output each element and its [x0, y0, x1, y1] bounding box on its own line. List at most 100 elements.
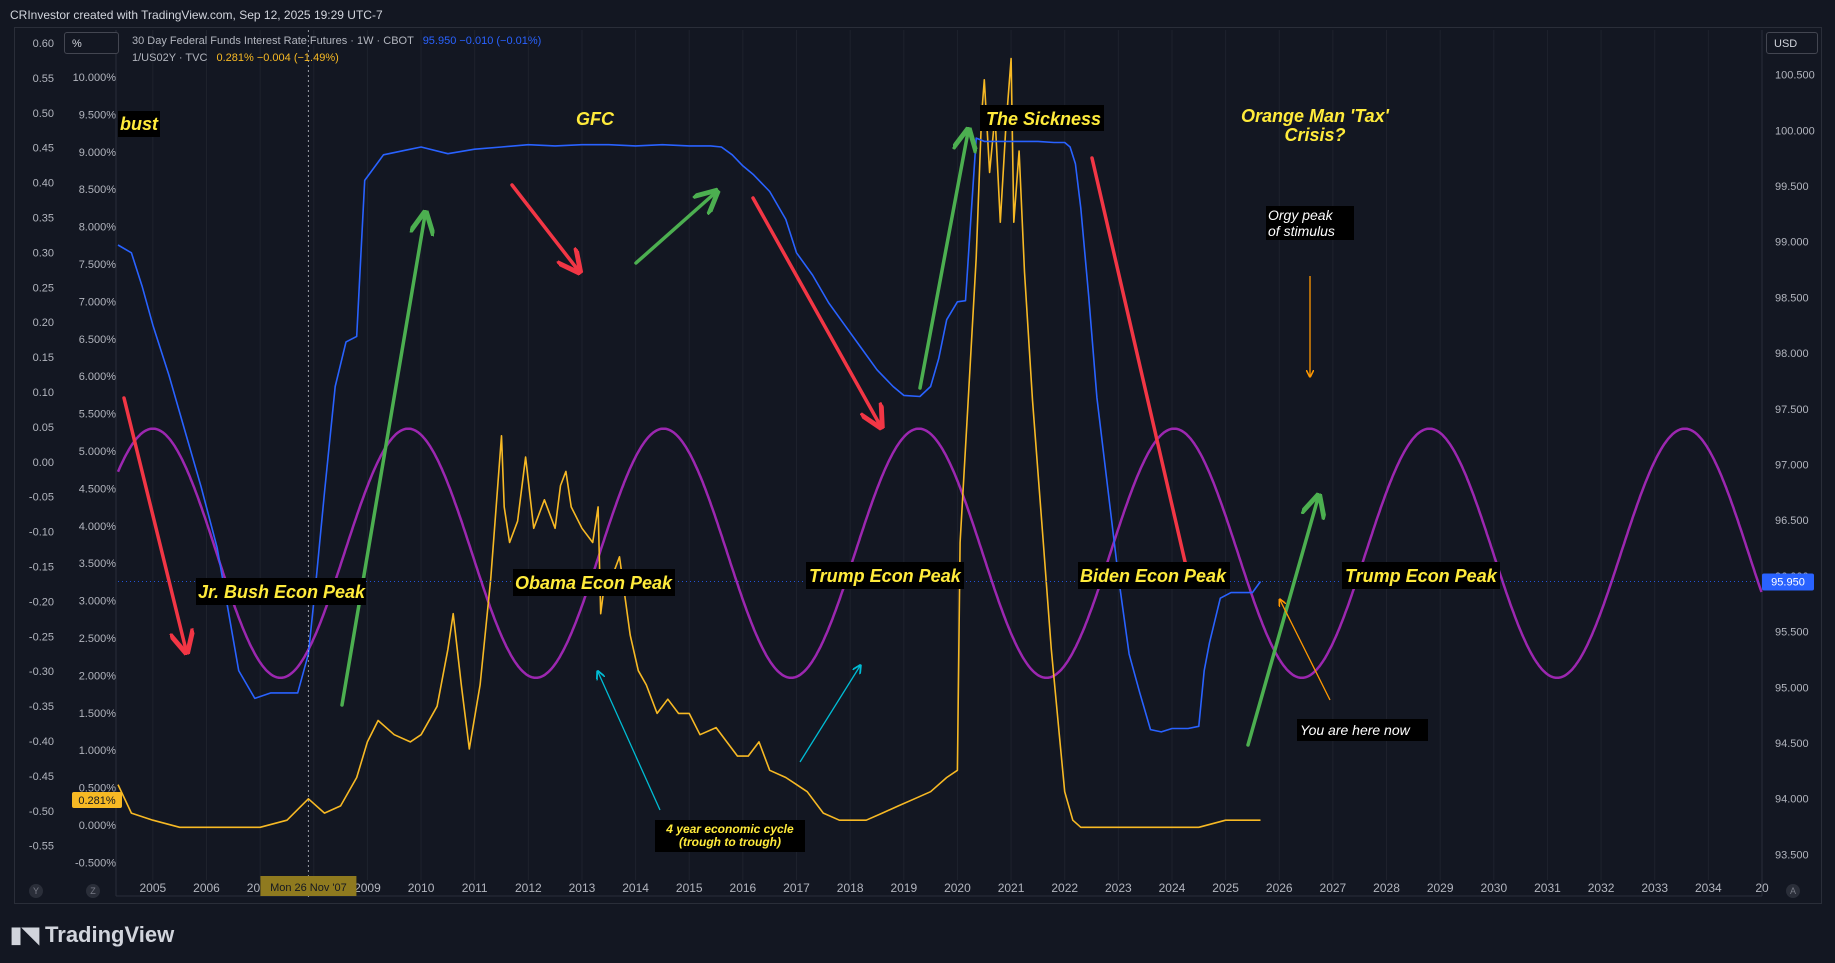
time-tick-label: 2014: [622, 881, 649, 895]
tradingview-logo[interactable]: ▮◥ TradingView: [10, 922, 174, 948]
right-tick-label: 94.000: [1775, 794, 1809, 806]
label-bust: bust: [120, 114, 159, 134]
left-percent-tick-label: 7.000%: [79, 296, 117, 308]
time-tick-label: 2009: [354, 881, 381, 895]
tradingview-brand: TradingView: [45, 922, 175, 947]
drawing-thin-arrows: [598, 276, 1331, 811]
left-percent-tick-label: 4.500%: [79, 483, 117, 495]
drawing-arrows: [122, 132, 1318, 747]
time-tick-label: 2030: [1480, 881, 1507, 895]
right-tick-label: 98.500: [1775, 292, 1809, 304]
time-tick-label: 2012: [515, 881, 542, 895]
cyan-arrow-2: [799, 666, 860, 763]
time-tick-label: 2021: [998, 881, 1025, 895]
left-outer-tick-label: -0.10: [29, 527, 54, 539]
left-outer-tick-label: 0.00: [33, 457, 54, 469]
label-biden-peak: Biden Econ Peak: [1080, 566, 1227, 586]
left-percent-tick-label: 3.500%: [79, 558, 117, 570]
right-tick-label: 94.500: [1775, 738, 1809, 750]
left-percent-tick-label: 4.000%: [79, 521, 117, 533]
green-arrow-2: [634, 193, 715, 265]
futures-current-badge: 95.950: [1762, 573, 1814, 591]
legend-series-futures[interactable]: 30 Day Federal Funds Interest Rate Futur…: [132, 35, 541, 47]
label-orange-1: Orange Man 'Tax': [1241, 106, 1390, 126]
label-gfc: GFC: [576, 109, 615, 129]
left-outer-tick-label: -0.20: [29, 596, 54, 608]
time-tick-label: 2033: [1641, 881, 1668, 895]
left-percent-tick-label: 10.000%: [73, 72, 117, 84]
left-percent-tick-label: 8.000%: [79, 222, 117, 234]
left-percent-tick-label: 5.500%: [79, 409, 117, 421]
label-trump-peak-1: Trump Econ Peak: [809, 566, 962, 586]
auto-scale-button[interactable]: A: [1786, 884, 1800, 898]
left-outer-tick-label: 0.40: [33, 178, 54, 190]
time-tick-label: 2019: [890, 881, 917, 895]
left-percent-tick-label: 9.500%: [79, 109, 117, 121]
time-tick-label: 2031: [1534, 881, 1561, 895]
time-tick-label: 2005: [140, 881, 167, 895]
right-tick-label: 95.000: [1775, 682, 1809, 694]
unit-button[interactable]: %: [64, 32, 119, 54]
corner-button-y[interactable]: Y: [29, 884, 43, 898]
cyan-arrow-1: [598, 672, 661, 811]
left-outer-tick-label: 0.45: [33, 143, 54, 155]
left-outer-tick-label: -0.15: [29, 562, 54, 574]
svg-text:0.281%: 0.281%: [78, 795, 116, 807]
left-outer-tick-label: 0.25: [33, 282, 54, 294]
time-tick-label: 2016: [730, 881, 757, 895]
chart-credit: CRInvestor created with TradingView.com,…: [10, 8, 383, 22]
left-percent-tick-label: -0.500%: [75, 857, 116, 869]
left-percent-tick-label: 0.000%: [79, 820, 117, 832]
legend-futures-name: 30 Day Federal Funds Interest Rate Futur…: [132, 35, 414, 47]
left-percent-tick-label: 6.000%: [79, 371, 117, 383]
corner-button-z[interactable]: Z: [86, 884, 100, 898]
time-axis: 2005200620072008200920102011201220132014…: [115, 30, 1769, 897]
left-percent-tick-label: 0.500%: [79, 783, 117, 795]
left-percent-tick-label: 9.000%: [79, 147, 117, 159]
time-tick-label: 2006: [193, 881, 220, 895]
green-arrow-4: [1246, 498, 1318, 747]
time-tick-label: 2029: [1427, 881, 1454, 895]
series-layer: [116, 57, 1763, 829]
left-outer-tick-label: 0.60: [33, 38, 54, 50]
label-cycle-1: 4 year economic cycle: [665, 822, 794, 836]
time-tick-label: 2018: [837, 881, 864, 895]
svg-text:95.950: 95.950: [1771, 576, 1805, 588]
time-tick-label: 2020: [944, 881, 971, 895]
red-arrow-4: [1090, 156, 1188, 568]
left-percent-tick-label: 7.500%: [79, 259, 117, 271]
right-tick-label: 93.500: [1775, 849, 1809, 861]
legend-series-yield[interactable]: 1/US02Y · TVC 0.281% −0.004 (−1.49%): [132, 52, 339, 64]
left-outer-tick-label: 0.55: [33, 73, 54, 85]
right-tick-label: 99.000: [1775, 237, 1809, 249]
right-tick-label: 95.500: [1775, 627, 1809, 639]
annotations: bust GFC The Sickness Orange Man 'Tax' C…: [118, 105, 1500, 852]
time-tick-label: 2027: [1320, 881, 1347, 895]
legend-yield-name: 1/US02Y · TVC: [132, 52, 208, 64]
left-outer-tick-label: 0.05: [33, 422, 54, 434]
left-outer-tick-label: -0.45: [29, 771, 54, 783]
currency-button[interactable]: USD: [1766, 32, 1818, 54]
right-tick-label: 99.500: [1775, 181, 1809, 193]
series-cycle-sine: [116, 427, 1763, 680]
left-outer-tick-label: 0.10: [33, 387, 54, 399]
time-tick-label: 2022: [1051, 881, 1078, 895]
time-tick-label: 2026: [1266, 881, 1293, 895]
left-outer-tick-label: -0.40: [29, 736, 54, 748]
legend-yield-values: 0.281% −0.004 (−1.49%): [216, 52, 339, 64]
svg-text:Mon 26 Nov '07: Mon 26 Nov '07: [270, 882, 347, 894]
red-arrow-3: [751, 196, 880, 425]
yield-current-badge: 0.281%: [72, 792, 122, 808]
time-tick-label: 2011: [462, 881, 488, 895]
left-percent-tick-label: 1.000%: [79, 745, 117, 757]
time-tick-label: 2013: [569, 881, 596, 895]
time-tick-label: 2032: [1588, 881, 1615, 895]
red-arrow-1: [122, 396, 186, 650]
right-tick-label: 97.000: [1775, 459, 1809, 471]
chart-frame[interactable]: [14, 27, 1822, 904]
crosshair-date-badge: Mon 26 Nov '07: [260, 876, 357, 896]
time-tick-label: 2028: [1373, 881, 1400, 895]
label-cycle-2: (trough to trough): [679, 835, 781, 849]
left-percent-tick-label: 2.000%: [79, 670, 117, 682]
